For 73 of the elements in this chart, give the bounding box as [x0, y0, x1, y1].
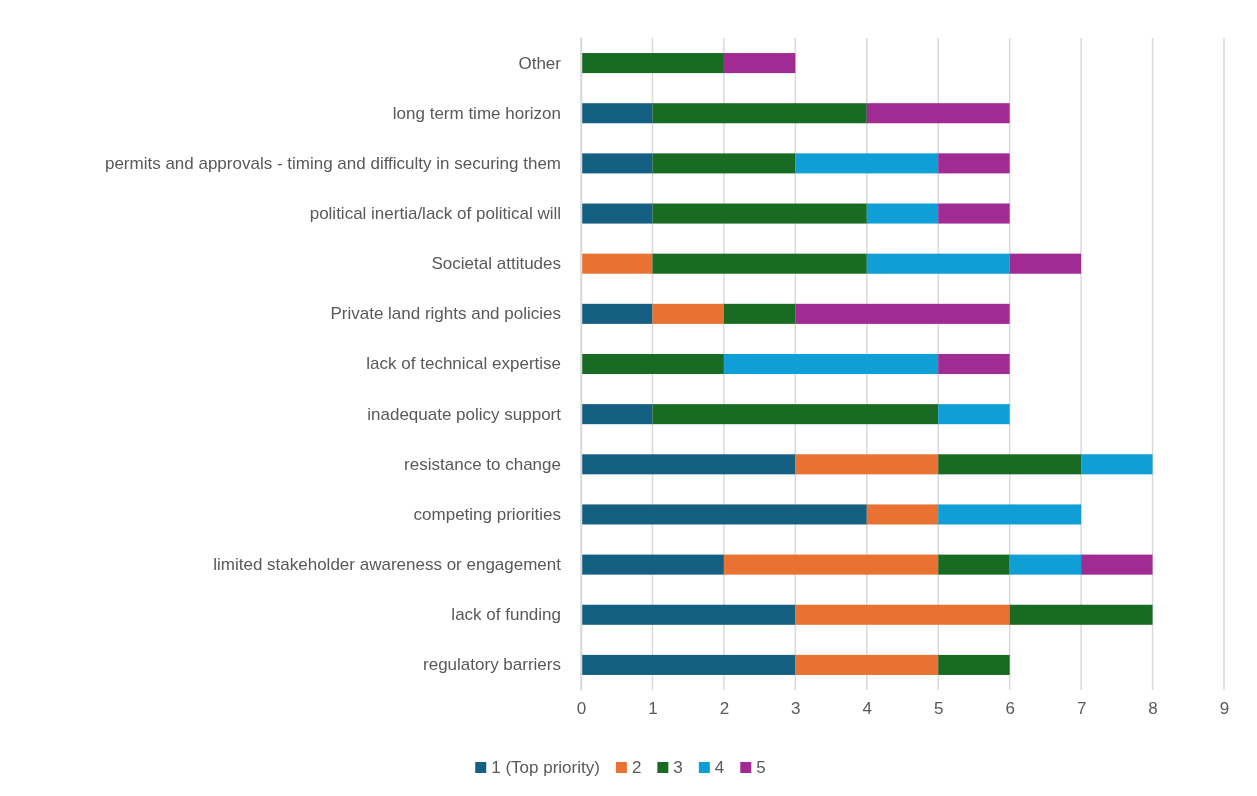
bar: [581, 203, 653, 224]
bar: [581, 253, 653, 274]
x-tick-label: 9: [1219, 699, 1230, 719]
y-tick-label: long term time horizon: [392, 103, 561, 123]
y-tick-label: Societal attitudes: [431, 254, 561, 274]
bar: [652, 253, 867, 274]
x-tick-label: 2: [719, 699, 730, 719]
bar: [652, 203, 867, 224]
y-tick-label: political inertia/lack of political will: [309, 203, 561, 223]
bar: [581, 103, 653, 124]
bar: [723, 353, 939, 375]
bar: [795, 454, 939, 475]
bar: [652, 153, 796, 174]
bar: [581, 654, 796, 675]
bar: [581, 153, 653, 174]
bar: [723, 554, 939, 575]
bar: [795, 153, 939, 174]
y-tick-label: limited stakeholder awareness or engagement: [213, 555, 562, 575]
legend-label: 2: [631, 758, 642, 777]
x-tick-label: 8: [1148, 699, 1158, 719]
bar: [581, 53, 724, 74]
bar: [938, 203, 1010, 224]
bar: [581, 504, 867, 525]
bar: [938, 504, 1082, 525]
y-tick-label: Other: [518, 53, 562, 73]
bar: [581, 554, 724, 575]
bar: [1009, 554, 1082, 575]
bar: [866, 203, 939, 224]
bar: [938, 404, 1010, 425]
bar: [795, 604, 1010, 625]
bar: [795, 654, 939, 675]
bar: [581, 454, 796, 475]
bar: [581, 353, 724, 375]
bar: [581, 303, 653, 324]
y-tick-label: inadequate policy support: [367, 404, 562, 424]
y-tick-label: lack of funding: [451, 605, 561, 625]
bar: [938, 153, 1010, 174]
bar: [938, 353, 1010, 375]
x-tick-label: 1: [648, 699, 658, 719]
x-tick-label: 4: [862, 699, 873, 719]
bar: [1081, 554, 1153, 575]
x-tick-label: 0: [576, 699, 587, 719]
x-tick-label: 3: [791, 699, 801, 719]
y-tick-label: Private land rights and policies: [330, 304, 561, 324]
bar: [795, 303, 1010, 324]
legend-label: 3: [673, 758, 683, 777]
bar: [581, 404, 653, 425]
x-tick-label: 7: [1076, 699, 1087, 719]
legend-label: 5: [756, 758, 766, 777]
bar: [581, 604, 796, 625]
y-tick-label: permits and approvals - timing and difficulty in securing them: [104, 153, 561, 173]
bar: [938, 554, 1010, 575]
bar: [1009, 253, 1082, 274]
bar: [1081, 454, 1153, 475]
y-tick-label: lack of technical expertise: [366, 354, 561, 374]
y-tick-label: competing priorities: [413, 504, 561, 524]
bar: [652, 103, 867, 124]
bar: [938, 454, 1082, 475]
bar: [1009, 604, 1153, 625]
legend-label: 4: [714, 758, 725, 777]
x-tick-label: 5: [933, 699, 944, 719]
bar: [723, 53, 796, 74]
bar: [866, 253, 1010, 274]
y-tick-label: resistance to change: [404, 454, 561, 474]
bar: [652, 303, 724, 324]
bar: [866, 504, 939, 525]
x-tick-label: 6: [1005, 699, 1015, 719]
bar: [723, 303, 796, 324]
y-tick-label: regulatory barriers: [423, 655, 561, 675]
legend-label: 1 (Top priority): [491, 758, 600, 777]
bar: [866, 103, 1010, 124]
bar: [652, 404, 939, 425]
bar: [938, 654, 1010, 675]
